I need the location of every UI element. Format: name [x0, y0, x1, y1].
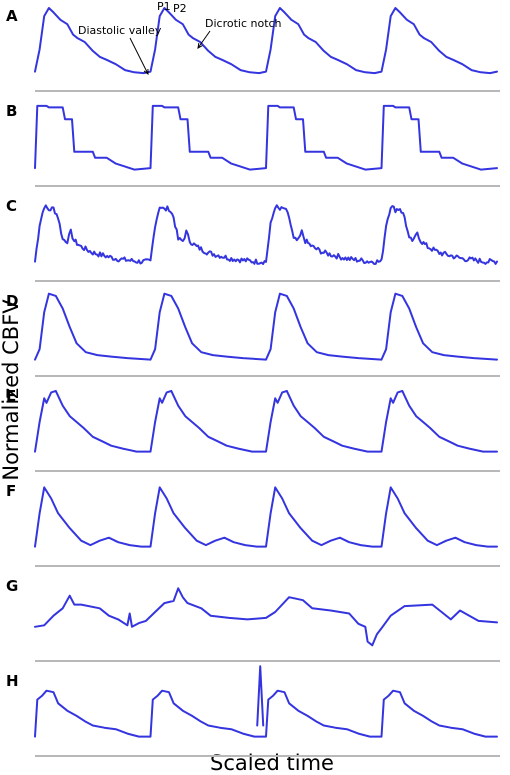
panel-letter: G	[6, 577, 18, 595]
series-line	[34, 204, 498, 265]
annotation-label: P2	[173, 2, 187, 15]
panel-d: D	[6, 292, 500, 377]
panel-e: E	[6, 387, 500, 472]
artifact-spike	[256, 665, 265, 727]
annotation-arrow	[197, 30, 211, 49]
panel-letter: E	[6, 387, 16, 405]
panel-letter: A	[6, 7, 18, 25]
series-line	[34, 7, 498, 75]
y-axis-label: Normalized CBFV	[0, 299, 23, 481]
panel-g: G	[6, 577, 500, 662]
annotation-arrowhead	[197, 42, 203, 49]
panel-a: A Diastolic valley P1 P2 Dicrotic notch	[6, 0, 500, 92]
series-line	[34, 104, 498, 171]
series-line	[34, 689, 498, 738]
panels: A Diastolic valley P1 P2 Dicrotic notch B C D E F…	[6, 0, 500, 757]
annotation-label: P1	[157, 0, 171, 13]
panel-letter: D	[6, 292, 18, 310]
series-line	[34, 292, 498, 361]
panel-c: C	[6, 197, 500, 282]
panel-letter: C	[6, 197, 17, 215]
panel-f: F	[6, 482, 500, 567]
annotation-arrow	[129, 37, 149, 75]
panel-b: B	[6, 102, 500, 187]
panel-letter: F	[6, 482, 16, 500]
panel-letter: B	[6, 102, 17, 120]
panel-letter: H	[6, 672, 19, 690]
x-axis-label: Scaled time	[210, 751, 334, 775]
annotation-arrowhead	[143, 68, 149, 76]
series-line	[34, 486, 498, 548]
panel-h: H	[6, 665, 500, 757]
series-line	[34, 389, 498, 453]
annotation-label: Diastolic valley	[78, 24, 162, 37]
annotation-label: Dicrotic notch	[205, 17, 282, 30]
series-line	[34, 587, 498, 647]
